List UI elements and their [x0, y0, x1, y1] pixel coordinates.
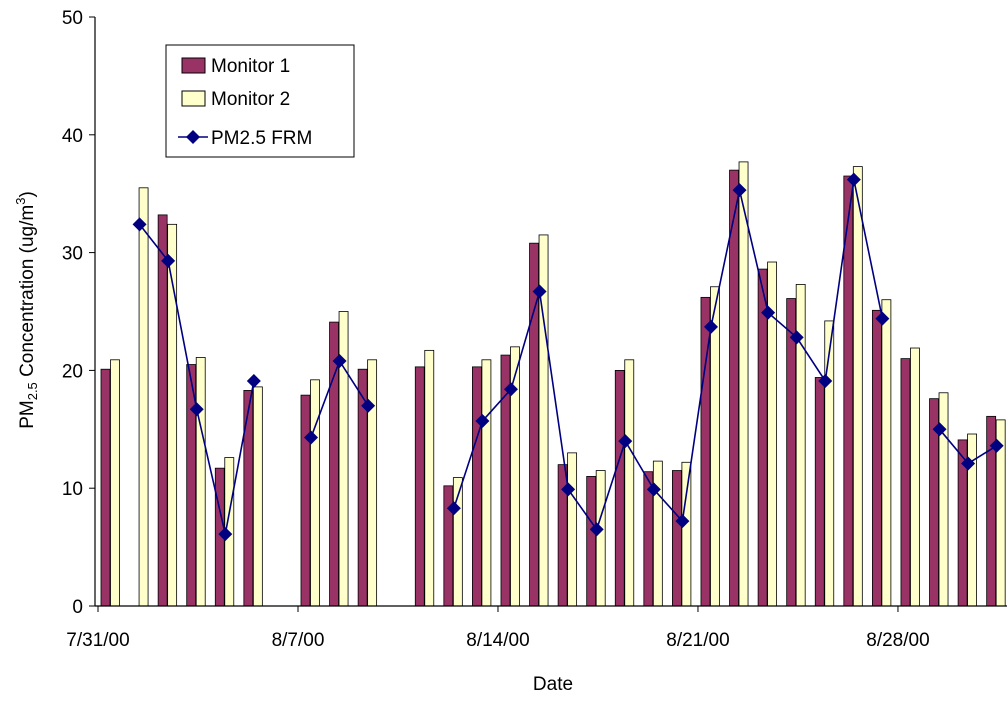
legend-swatch-monitor-2	[181, 90, 206, 107]
x-tick-label-day-21: 8/21/00	[666, 630, 729, 651]
frm-marker-day-13	[475, 414, 490, 429]
bar-monitor-2-day-1	[138, 187, 149, 607]
frm-marker-day-29	[932, 422, 947, 437]
frm-marker-day-25	[818, 374, 833, 389]
bar-monitor-2-day-5	[252, 386, 263, 607]
bar-monitor-2-day-18	[624, 359, 635, 607]
frm-marker-day-7	[303, 430, 318, 445]
frm-line-layer	[132, 172, 1004, 542]
bar-monitor-1-day-17	[586, 476, 597, 607]
x-axis-label: Date	[533, 674, 573, 695]
y-axis-label-close: )	[17, 191, 38, 197]
bar-monitor-1-day-22	[729, 169, 739, 607]
y-tick-label-50: 50	[62, 8, 83, 29]
frm-marker-day-14	[503, 382, 518, 397]
y-tick-label-0: 0	[72, 597, 83, 618]
frm-marker-day-4	[218, 527, 233, 542]
bar-monitor-1-day-20	[672, 470, 682, 607]
bar-monitor-1-day-0	[100, 368, 111, 607]
bar-monitor-1-day-2	[157, 214, 168, 607]
bar-monitor-1-day-24	[786, 298, 797, 607]
frm-marker-day-21	[703, 319, 718, 334]
bar-monitor-1-day-5	[243, 390, 254, 607]
y-axis-label-subscript: 2.5	[25, 382, 40, 400]
y-tick-label-20: 20	[62, 361, 83, 382]
bar-monitor-2-day-13	[481, 359, 492, 607]
legend-swatch-monitor-1	[181, 57, 206, 74]
legend: Monitor 1 Monitor 2 PM2.5 FRM	[165, 44, 355, 158]
bar-monitor-2-day-28	[910, 347, 920, 607]
frm-marker-day-18	[618, 434, 633, 449]
bar-monitor-2-day-9	[367, 359, 378, 607]
legend-frm-marker	[186, 130, 200, 144]
frm-marker-day-22	[732, 183, 747, 198]
frm-marker-day-2	[161, 253, 176, 268]
frm-marker-day-23	[761, 305, 776, 320]
frm-marker-day-9	[361, 398, 376, 413]
y-axis-label-superscript: 3	[13, 198, 28, 205]
x-tick-label-day-14: 8/14/00	[466, 630, 529, 651]
legend-label-pm25-frm: PM2.5 FRM	[211, 128, 312, 149]
frm-marker-day-3	[189, 402, 204, 417]
y-tick-label-10: 10	[62, 479, 83, 500]
bar-monitor-2-day-17	[595, 470, 606, 607]
frm-marker-day-26	[846, 172, 861, 187]
bars-layer	[100, 161, 1006, 607]
legend-label-monitor-2: Monitor 2	[211, 89, 290, 110]
bar-monitor-2-day-19	[652, 460, 663, 607]
bar-monitor-1-day-25	[814, 377, 825, 607]
bar-monitor-1-day-27	[871, 309, 882, 607]
bar-monitor-1-day-7	[300, 394, 311, 607]
frm-marker-day-24	[789, 330, 804, 345]
y-tick-label-40: 40	[62, 126, 83, 147]
frm-marker-day-1	[132, 217, 147, 232]
bar-monitor-1-day-11	[414, 366, 425, 607]
bar-monitor-1-day-23	[757, 268, 768, 607]
legend-label-monitor-1: Monitor 1	[211, 56, 290, 77]
frm-marker-day-19	[646, 482, 661, 497]
labels-layer: Date PM2.5 Concentration (ug/m3)	[13, 191, 573, 695]
frm-marker-day-15	[532, 284, 547, 299]
y-tick-label-30: 30	[62, 244, 83, 265]
frm-marker-day-8	[332, 353, 347, 368]
frm-marker-day-30	[961, 456, 976, 471]
bar-monitor-2-day-3	[195, 357, 206, 607]
frm-marker-day-16	[561, 482, 576, 497]
bar-monitor-1-day-28	[900, 358, 911, 607]
bar-monitor-2-day-16	[567, 452, 578, 607]
bar-monitor-2-day-25	[824, 320, 835, 607]
y-axis-label: PM2.5 Concentration (ug/m3)	[13, 191, 40, 429]
frm-marker-day-5	[246, 374, 261, 389]
frm-marker-day-20	[675, 514, 690, 529]
bar-monitor-2-day-11	[424, 349, 435, 607]
bar-monitor-2-day-27	[881, 299, 892, 607]
bar-monitor-2-day-20	[681, 461, 692, 607]
bar-monitor-2-day-0	[110, 359, 120, 607]
frm-marker-day-17	[589, 522, 604, 537]
bar-monitor-1-day-13	[472, 366, 482, 607]
axes-layer: 0 10 20 30 40 50 7/31/00 8/7/00 8/14/00 8/21/00 8/…	[62, 8, 1007, 651]
bar-monitor-2-day-22	[738, 161, 749, 607]
frm-marker-day-27	[875, 311, 890, 326]
x-tick-label-day-28: 8/28/00	[866, 630, 929, 651]
frm-line-segment-2	[453, 179, 884, 532]
bar-monitor-1-day-18	[614, 369, 625, 607]
bar-monitor-2-day-21	[710, 286, 720, 607]
y-axis-label-main: Concentration (ug/m	[17, 205, 38, 382]
y-axis-label-prefix: PM	[17, 400, 38, 429]
x-tick-label-day-0: 7/31/00	[66, 630, 129, 651]
bar-monitor-2-day-26	[852, 166, 863, 607]
frm-marker-day-31	[989, 438, 1004, 453]
x-tick-label-day-7: 8/7/00	[272, 630, 325, 651]
bar-monitor-2-day-7	[310, 379, 320, 607]
frm-marker-day-12	[446, 501, 461, 516]
